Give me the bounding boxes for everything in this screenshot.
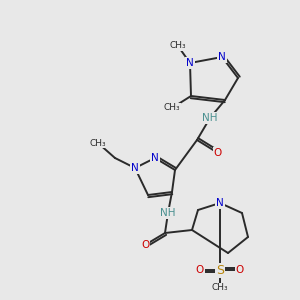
Text: N: N — [216, 198, 224, 208]
Text: N: N — [131, 163, 139, 173]
Text: CH₃: CH₃ — [212, 284, 228, 292]
Text: CH₃: CH₃ — [90, 139, 106, 148]
Text: N: N — [186, 58, 194, 68]
Text: O: O — [236, 265, 244, 275]
Text: NH: NH — [160, 208, 176, 218]
Text: O: O — [214, 148, 222, 158]
Text: N: N — [151, 153, 159, 163]
Text: CH₃: CH₃ — [170, 41, 186, 50]
Text: O: O — [141, 240, 149, 250]
Text: S: S — [216, 263, 224, 277]
Text: CH₃: CH₃ — [164, 103, 180, 112]
Text: N: N — [218, 52, 226, 62]
Text: O: O — [196, 265, 204, 275]
Text: NH: NH — [202, 113, 218, 123]
